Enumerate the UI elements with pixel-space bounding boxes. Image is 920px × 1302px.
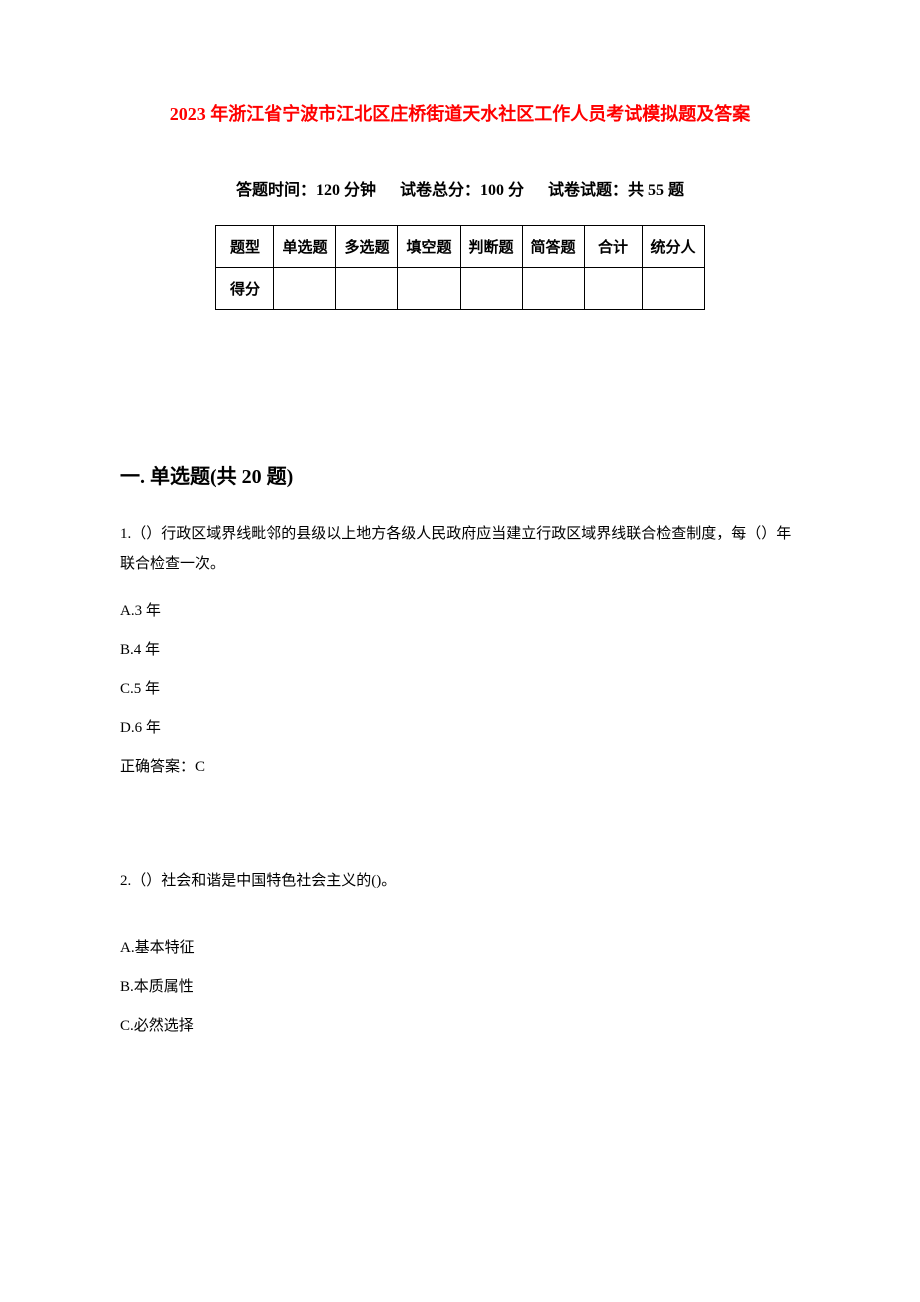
document-title: 2023 年浙江省宁波市江北区庄桥街道天水社区工作人员考试模拟题及答案 — [120, 100, 800, 126]
table-cell-empty — [274, 268, 336, 310]
table-cell-empty — [522, 268, 584, 310]
table-header-cell: 简答题 — [522, 226, 584, 268]
spacer — [120, 916, 800, 936]
table-header-cell: 题型 — [216, 226, 274, 268]
table-header-cell: 判断题 — [460, 226, 522, 268]
question-2-option-a: A.基本特征 — [120, 936, 800, 957]
question-1-text: 1.（）行政区域界线毗邻的县级以上地方各级人民政府应当建立行政区域界线联合检查制… — [120, 519, 800, 579]
question-1-option-d: D.6 年 — [120, 716, 800, 737]
question-1-option-a: A.3 年 — [120, 599, 800, 620]
table-header-cell: 填空题 — [398, 226, 460, 268]
exam-question-count: 试卷试题：共 55 题 — [548, 182, 684, 199]
table-header-cell: 统分人 — [642, 226, 704, 268]
exam-time: 答题时间：120 分钟 — [236, 182, 376, 199]
table-cell-empty — [336, 268, 398, 310]
section-1-heading: 一. 单选题(共 20 题) — [120, 460, 800, 489]
table-cell-empty — [398, 268, 460, 310]
question-2-option-c: C.必然选择 — [120, 1014, 800, 1035]
exam-total-score: 试卷总分：100 分 — [400, 182, 524, 199]
table-header-cell: 多选题 — [336, 226, 398, 268]
table-row-label: 得分 — [216, 268, 274, 310]
table-header-row: 题型 单选题 多选题 填空题 判断题 简答题 合计 统分人 — [216, 226, 704, 268]
table-header-cell: 合计 — [584, 226, 642, 268]
table-cell-empty — [642, 268, 704, 310]
table-header-cell: 单选题 — [274, 226, 336, 268]
question-1-answer: 正确答案：C — [120, 755, 800, 776]
question-2: 2.（）社会和谐是中国特色社会主义的()。 A.基本特征 B.本质属性 C.必然… — [120, 866, 800, 1035]
question-1-option-c: C.5 年 — [120, 677, 800, 698]
table-score-row: 得分 — [216, 268, 704, 310]
question-1-option-b: B.4 年 — [120, 638, 800, 659]
exam-info-bar: 答题时间：120 分钟 试卷总分：100 分 试卷试题：共 55 题 — [120, 176, 800, 200]
question-1: 1.（）行政区域界线毗邻的县级以上地方各级人民政府应当建立行政区域界线联合检查制… — [120, 519, 800, 776]
question-2-text: 2.（）社会和谐是中国特色社会主义的()。 — [120, 866, 800, 896]
table-cell-empty — [460, 268, 522, 310]
question-2-option-b: B.本质属性 — [120, 975, 800, 996]
spacer — [120, 826, 800, 866]
score-table: 题型 单选题 多选题 填空题 判断题 简答题 合计 统分人 得分 — [215, 225, 704, 310]
table-cell-empty — [584, 268, 642, 310]
